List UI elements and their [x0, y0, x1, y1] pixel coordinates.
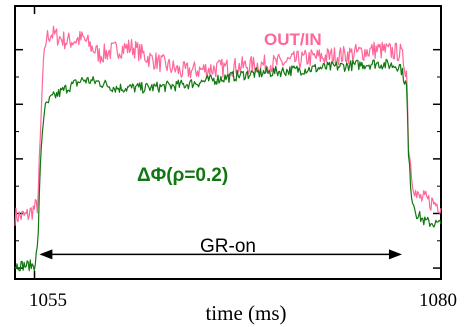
series-line-delta-phi: [14, 58, 442, 272]
annotation-layer: [39, 249, 402, 260]
axis-ticks: [15, 6, 442, 279]
series-layer: [14, 25, 442, 272]
x-tick-label-1080: 1080: [419, 290, 457, 311]
series-label-delta-phi: ΔΦ(ρ=0.2): [137, 165, 228, 186]
x-tick-label-1055: 1055: [29, 290, 67, 311]
plot-frame: [14, 5, 442, 280]
annotation-label-gr-on: GR-on: [200, 236, 256, 257]
series-line-out-in: [14, 25, 442, 226]
series-label-out-in: OUT/IN: [264, 30, 322, 49]
gr-on-arrowhead-left: [39, 249, 53, 260]
gr-on-arrowhead-right: [388, 249, 402, 260]
x-axis-title: time (ms): [205, 301, 286, 325]
